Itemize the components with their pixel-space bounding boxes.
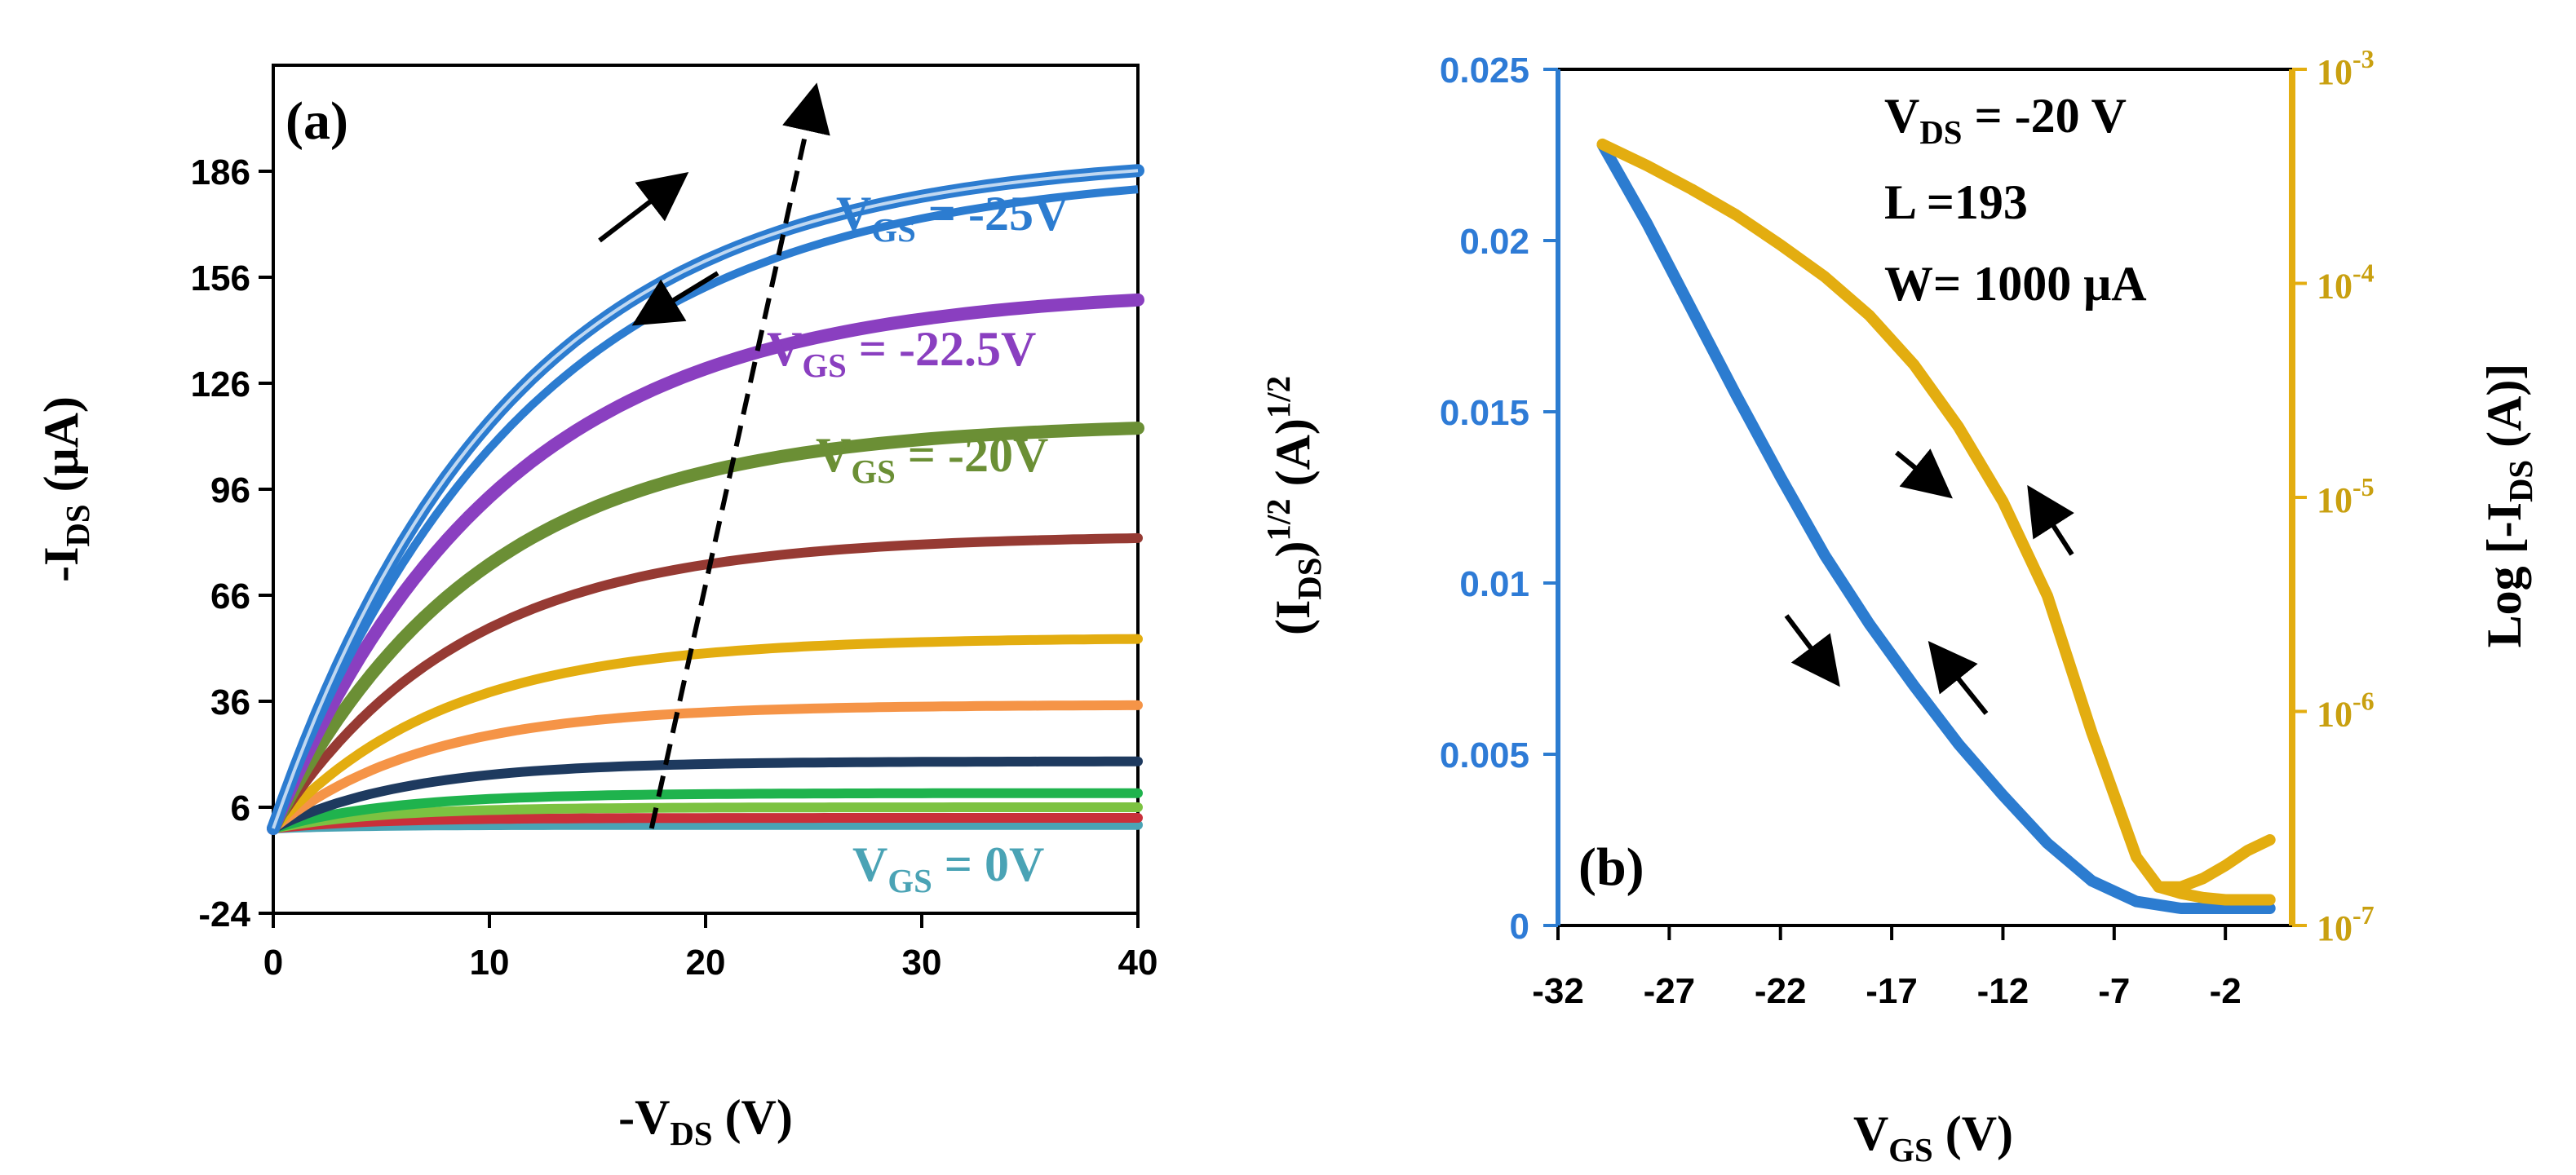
y-tick-label: 96: [210, 470, 250, 510]
series-line: [268, 788, 1143, 833]
annotation-vgs-22.5: VGS = -22.5V: [767, 322, 1036, 384]
x-tick-label: 30: [902, 943, 942, 983]
panel-b: -32 -27 -22 -17 -12 -7 -2 0 0.005 0.01 0.015 0.02 0.…: [1260, 44, 2539, 1168]
series-line: [267, 422, 1144, 835]
condition-width: W= 1000 μA: [1884, 257, 2147, 311]
trend-arrow: [648, 82, 830, 829]
x-tick-label: 10: [470, 943, 510, 983]
right-y-tick-label: 10-3: [2317, 44, 2375, 92]
arrow-yellow-down: [1895, 448, 1953, 499]
x-tick-label: -12: [1977, 971, 2029, 1011]
series-line: [268, 802, 1143, 833]
x-tick-label: -22: [1755, 971, 1807, 1011]
panel-b-x-axis-label: VGS (V): [1853, 1107, 2013, 1168]
series-line: [1596, 138, 2276, 893]
x-tick-label: 40: [1118, 943, 1158, 983]
sweep-reverse-arrow: [631, 271, 719, 326]
series-line: [268, 819, 1143, 833]
series-line-highlight: [272, 169, 1139, 829]
panel-a-x-axis-label: -VDS (V): [618, 1090, 793, 1152]
arrow-yellow-up: [2027, 484, 2074, 556]
condition-vds: VDS = -20 V: [1884, 89, 2127, 151]
series-line: [268, 532, 1143, 833]
panel-a-label: (a): [285, 91, 348, 151]
x-tick-label: -17: [1866, 971, 1918, 1011]
panel-a: 0 10 20 30 40 -24 6 36 66 96 126 156 186 (a) VGS = -…: [34, 64, 1158, 1152]
condition-length: L =193: [1884, 175, 2028, 229]
x-tick-label: -27: [1644, 971, 1696, 1011]
y-tick-label: 6: [231, 788, 250, 828]
left-y-tick-label: 0.005: [1440, 735, 1529, 775]
series-line: [268, 700, 1143, 833]
y-tick-label: 156: [191, 258, 250, 298]
right-y-tick-label: 10-4: [2317, 258, 2375, 307]
series-line: [1596, 139, 2276, 914]
right-y-tick-label: 10-5: [2317, 472, 2375, 520]
left-y-tick-label: 0.02: [1459, 222, 1529, 262]
series-line: [2153, 881, 2276, 906]
panel-b-left-y-axis-label: (IDS)1/2 (A)1/2: [1260, 376, 1328, 635]
x-tick-label: 0: [263, 943, 283, 983]
series-line: [268, 634, 1143, 833]
left-y-tick-label: 0.01: [1459, 564, 1529, 604]
panel-a-y-axis-label: -IDS (μA): [34, 396, 96, 582]
left-y-tick-label: 0.015: [1440, 393, 1529, 433]
annotation-vgs-25: VGS = -25V: [836, 187, 1069, 249]
x-tick-label: -32: [1532, 971, 1584, 1011]
y-tick-label: 186: [191, 152, 250, 192]
arrow-blue-down: [1784, 614, 1840, 687]
arrow-blue-up: [1928, 640, 1989, 715]
x-tick-label: -7: [2098, 971, 2130, 1011]
left-y-tick-label: 0: [1510, 907, 1529, 947]
right-y-tick-label: 10-6: [2317, 687, 2375, 735]
y-tick-label: 126: [191, 364, 250, 404]
y-tick-label: -24: [198, 895, 250, 934]
y-tick-label: 36: [210, 682, 250, 722]
series-line-reverse: [269, 185, 1139, 830]
sweep-forward-arrow: [598, 172, 689, 243]
series-line: [268, 756, 1143, 833]
annotation-vgs-20: VGS = -20V: [816, 428, 1048, 490]
left-y-tick-label: 0.025: [1440, 51, 1529, 91]
x-tick-label: 20: [686, 943, 726, 983]
right-y-tick-label: 10-7: [2317, 900, 2375, 948]
panel-b-label: (b): [1578, 837, 1644, 897]
annotation-vgs-0: VGS = 0V: [852, 837, 1044, 899]
series-line: [268, 813, 1143, 833]
panel-b-right-y-axis-label: Log [-IDS (A)]: [2477, 364, 2539, 648]
series-line: [267, 293, 1144, 835]
x-tick-label: -2: [2210, 971, 2242, 1011]
y-tick-label: 66: [210, 576, 250, 616]
